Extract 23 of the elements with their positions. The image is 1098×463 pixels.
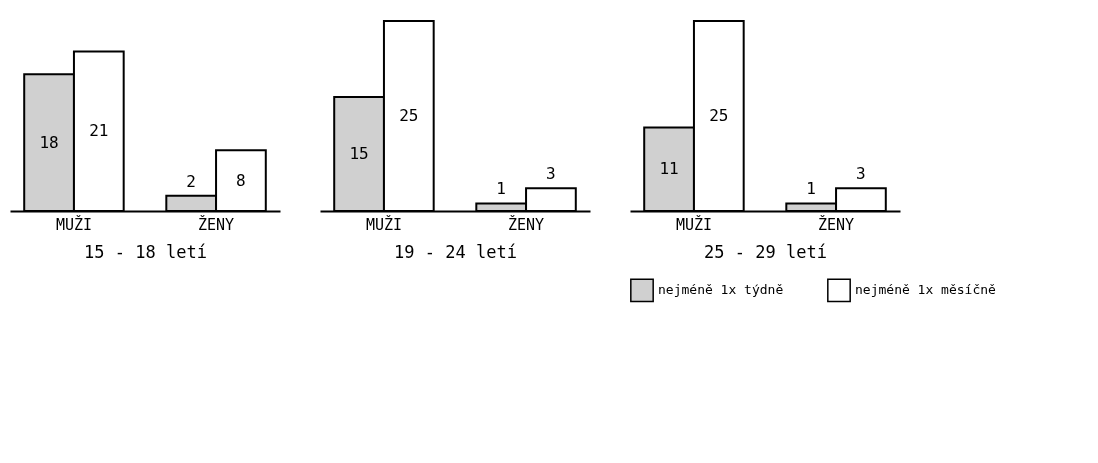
data-label: 15 — [349, 144, 369, 163]
x-tick-label: MUŽI — [675, 214, 713, 234]
data-label: 1 — [496, 179, 506, 199]
data-label: 2 — [186, 171, 196, 191]
x-tick-label: MUŽI — [365, 214, 403, 234]
data-label: 25 — [399, 106, 419, 125]
data-label: 11 — [659, 159, 679, 179]
data-label: 1 — [806, 179, 816, 199]
data-label: 21 — [89, 121, 109, 141]
x-axis-title: 25 - 29 letí — [704, 241, 827, 262]
legend-label: nejméně 1x týdně — [658, 282, 784, 298]
x-axis-title: 19 - 24 letí — [394, 241, 517, 262]
data-label: 3 — [546, 164, 556, 184]
data-label: 3 — [856, 164, 866, 184]
data-label: 8 — [236, 170, 246, 190]
legend-label: nejméně 1x měsíčně — [855, 282, 997, 298]
data-label: 25 — [709, 106, 729, 125]
x-axis-title: 15 - 18 letí — [84, 241, 207, 262]
x-tick-label: ŽENY — [817, 214, 855, 234]
x-tick-label: ŽENY — [507, 214, 545, 234]
x-tick-label: ŽENY — [197, 214, 235, 234]
data-label: 18 — [39, 132, 59, 152]
x-tick-label: MUŽI — [55, 214, 93, 234]
